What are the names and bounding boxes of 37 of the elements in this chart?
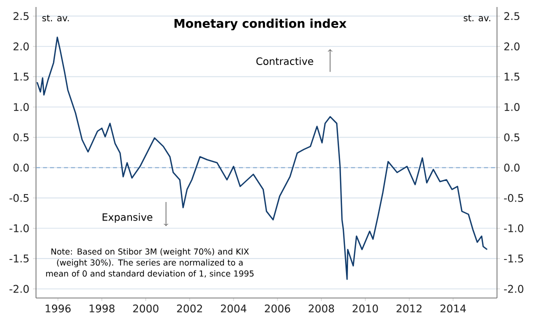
y-tick-label: 0.5 [13, 133, 29, 142]
y-tick-label: -1.5 [10, 254, 29, 262]
annotation: Contractive [256, 57, 314, 65]
x-tick-label: 2006 [264, 304, 290, 312]
y-tick-label: 1.0 [14, 103, 29, 111]
x-tick-label: 2014 [440, 304, 466, 312]
y-tick-label: -0.5 [10, 194, 29, 202]
y2-tick-label: 0.5 [504, 133, 520, 142]
y2-tick-label: 1.5 [504, 72, 520, 81]
y2-tick-label: 1.0 [504, 103, 520, 111]
y-tick-label: 0.0 [13, 164, 29, 172]
line-series [36, 36, 488, 280]
x-tick-label: 2008 [308, 304, 334, 312]
y-tick-label: -2.0 [10, 284, 29, 293]
x-tick-label: 2004 [220, 304, 246, 312]
y-axis-title: st. av. [42, 14, 69, 22]
y-tick-label: 2.5 [14, 12, 29, 20]
y2-tick-label: -2.0 [504, 284, 524, 293]
y2-tick-label: -0.5 [504, 194, 524, 202]
y-tick-label: 1.5 [14, 72, 29, 81]
y2-tick-label: -1.5 [504, 254, 524, 262]
y2-axis-title: st. av. [464, 14, 490, 22]
x-tick-label: 2002 [177, 304, 202, 312]
y-tick-label: -1.0 [10, 224, 29, 232]
text: Monetary condition index [174, 18, 346, 30]
y2-tick-label: 0.0 [504, 164, 520, 172]
annotation: Expansive [102, 213, 152, 223]
x-tick-label: 2012 [396, 304, 422, 312]
annotation: Note: Based on Stibor 3M (weight 70%) and KIX (weight 30%). The series are normalized to a mean of 0 and standard deviation of 1, since 1995 [46, 248, 254, 278]
y2-tick-label: 2.0 [504, 42, 520, 50]
y2-tick-label: 2.5 [504, 12, 520, 20]
x-tick-label: 2010 [352, 304, 378, 312]
y-tick-label: 2.0 [14, 42, 29, 50]
y2-tick-label: -1.0 [504, 224, 524, 232]
x-tick-label: 1996 [46, 304, 71, 312]
x-tick-label: 1998 [90, 304, 114, 312]
x-tick-label: 2000 [133, 304, 158, 312]
